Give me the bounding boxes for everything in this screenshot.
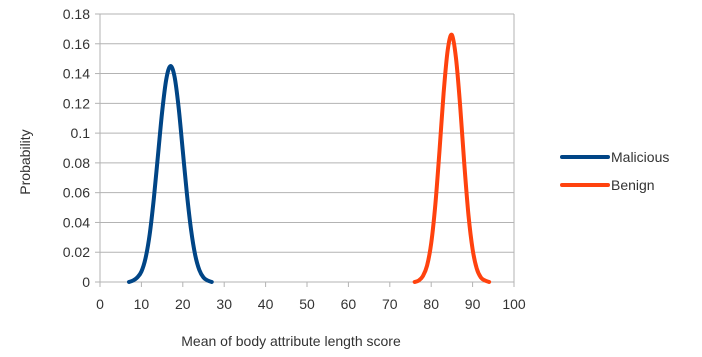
y-tick-label: 0.12 — [63, 95, 90, 111]
x-tick-label: 10 — [134, 296, 150, 312]
y-tick-label: 0.14 — [63, 66, 90, 82]
series-line-benign — [412, 32, 492, 284]
x-tick-label: 90 — [465, 296, 481, 312]
series-lines — [126, 32, 492, 284]
y-tick-label: 0.08 — [63, 155, 90, 171]
y-tick-label: 0.16 — [63, 36, 90, 52]
x-tick-label: 0 — [96, 296, 104, 312]
x-tick-label: 40 — [258, 296, 274, 312]
x-tick-label: 80 — [423, 296, 439, 312]
grid — [100, 13, 514, 283]
series-line-malicious — [126, 64, 214, 284]
x-tick-label: 70 — [382, 296, 398, 312]
x-tick-label: 30 — [216, 296, 232, 312]
y-tick-label: 0.04 — [63, 214, 90, 230]
x-tick-label: 20 — [175, 296, 191, 312]
legend-label-benign: Benign — [611, 177, 655, 193]
axes: 0 0.02 0.04 0.06 0.08 0.1 0.12 0.14 0.16 0.18 0 10 2… — [63, 6, 526, 312]
y-tick-label: 0.1 — [71, 125, 91, 141]
y-tick-label: 0 — [82, 274, 90, 290]
x-tick-label: 60 — [341, 296, 357, 312]
x-tick-label: 100 — [502, 296, 526, 312]
y-tick-label: 0.06 — [63, 185, 90, 201]
x-axis-title: Mean of body attribute length score — [181, 333, 401, 349]
legend: Malicious Benign — [560, 149, 669, 193]
y-axis-title: Probability — [17, 129, 33, 194]
y-tick-label: 0.18 — [63, 6, 90, 22]
x-tick-label: 50 — [299, 296, 315, 312]
legend-label-malicious: Malicious — [611, 149, 669, 165]
y-tick-label: 0.02 — [63, 244, 90, 260]
